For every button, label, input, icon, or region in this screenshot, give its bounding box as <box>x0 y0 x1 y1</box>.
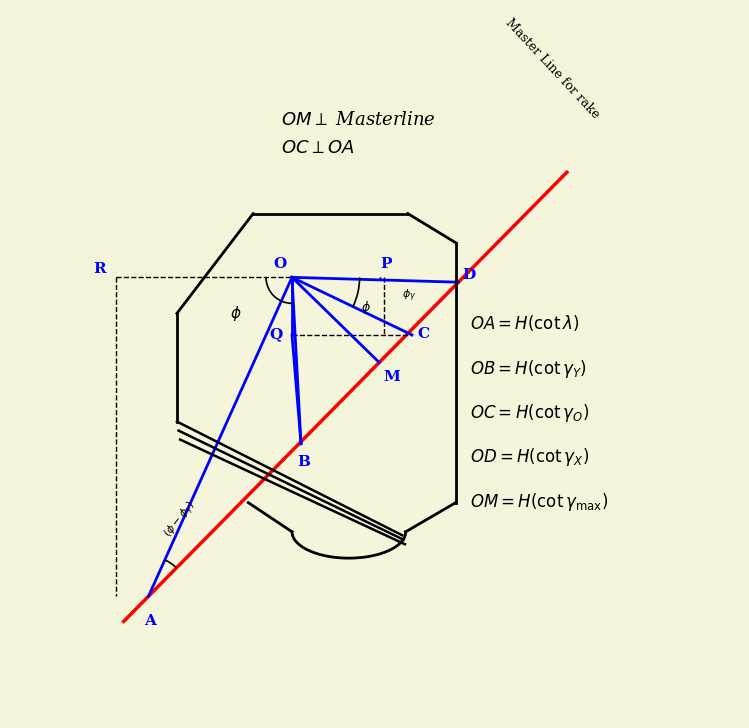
Text: $OA = H(\cot\lambda)$: $OA = H(\cot\lambda)$ <box>470 313 580 333</box>
Text: $OM \perp$ Masterline: $OM \perp$ Masterline <box>281 111 436 129</box>
Text: $\phi$: $\phi$ <box>361 298 372 316</box>
Text: O: O <box>273 257 287 272</box>
Text: $OC = H(\cot\gamma_O)$: $OC = H(\cot\gamma_O)$ <box>470 402 589 424</box>
Text: P: P <box>380 257 392 272</box>
Text: C: C <box>417 328 430 341</box>
Text: B: B <box>297 455 311 469</box>
Text: A: A <box>145 614 157 628</box>
Text: M: M <box>383 370 401 384</box>
Text: Q: Q <box>270 327 283 341</box>
Text: R: R <box>94 262 106 276</box>
Text: $(\phi-\phi_\gamma)$: $(\phi-\phi_\gamma)$ <box>161 499 201 542</box>
Text: $OB = H(\cot\gamma_Y)$: $OB = H(\cot\gamma_Y)$ <box>470 357 587 380</box>
Text: $\phi_\gamma$: $\phi_\gamma$ <box>401 288 416 304</box>
Text: Master Line for rake: Master Line for rake <box>503 16 602 121</box>
Text: $OD = H(\cot\gamma_X)$: $OD = H(\cot\gamma_X)$ <box>470 446 589 468</box>
Text: $OM = H(\cot\gamma_{\mathrm{max}})$: $OM = H(\cot\gamma_{\mathrm{max}})$ <box>470 491 608 513</box>
Text: $\phi$: $\phi$ <box>230 304 241 323</box>
Text: D: D <box>463 269 476 282</box>
Text: $OC \perp OA$: $OC \perp OA$ <box>281 138 354 157</box>
